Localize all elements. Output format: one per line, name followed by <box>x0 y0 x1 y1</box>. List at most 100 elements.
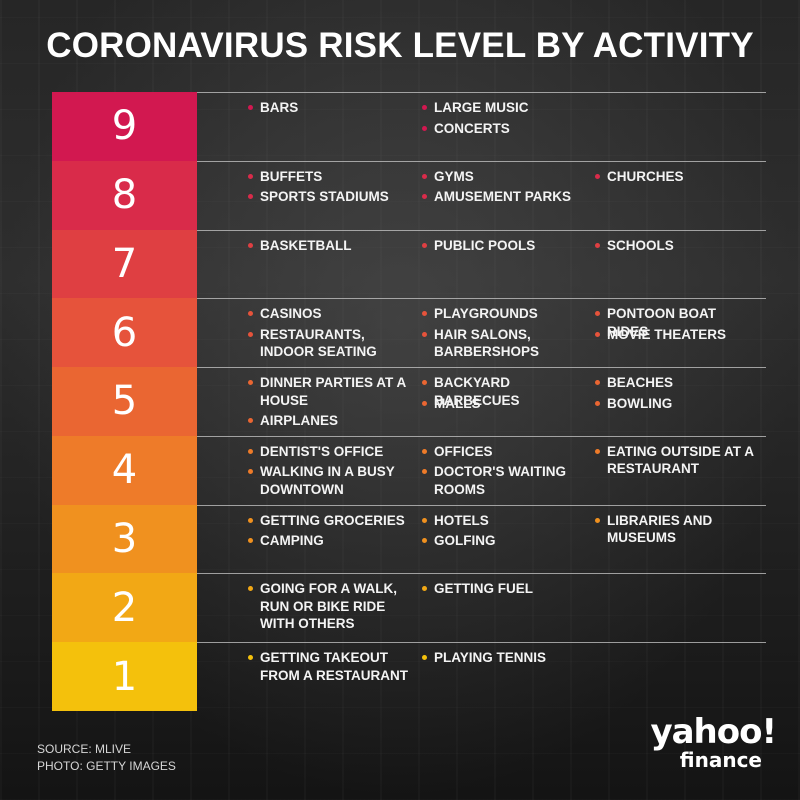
activity-item: GETTING TAKEOUT FROM A RESTAURANT <box>248 649 408 684</box>
activity-label: GETTING FUEL <box>434 581 533 597</box>
chart-title: CORONAVIRUS RISK LEVEL BY ACTIVITY <box>46 26 754 65</box>
bullet-dot-icon <box>248 538 253 544</box>
activity-label: BUFFETS <box>260 168 323 184</box>
source-line: SOURCE: MLIVE <box>37 742 132 756</box>
bullet-dot-icon <box>595 400 600 406</box>
activity-label: CONCERTS <box>434 120 510 136</box>
bullet-dot-icon <box>248 105 253 110</box>
risk-level-2: 2 <box>52 573 197 643</box>
activity-label: PONTOON BOAT RIDES <box>607 306 717 339</box>
activity-item: LIBRARIES AND MUSEUMS <box>595 512 755 547</box>
bullet-dot-icon <box>248 448 253 454</box>
activity-row-level-6: CASINOS RESTAURANTS, INDOOR SEATING PLAYGR… <box>197 298 766 367</box>
activity-row-level-3: GETTING GROCERIES CAMPING HOTELS GOLFING LIB… <box>197 504 766 574</box>
bullet-dot-icon <box>422 194 427 200</box>
activity-label: MALLS <box>434 395 481 411</box>
activity-label: SCHOOLS <box>607 237 674 253</box>
photo-credit-line: PHOTO: GETTY IMAGES <box>37 759 176 773</box>
bullet-dot-icon <box>595 448 600 454</box>
bullet-dot-icon <box>595 242 600 248</box>
bullet-dot-icon <box>422 538 427 544</box>
risk-level-5: 5 <box>52 367 197 436</box>
risk-level-6: 6 <box>52 298 197 368</box>
activity-item: DENTIST'S OFFICE <box>248 443 408 461</box>
activity-item: WALKING IN A BUSY DOWNTOWN <box>248 463 408 498</box>
risk-level-7: 7 <box>52 229 197 299</box>
activity-item: CONCERTS <box>422 120 582 138</box>
activity-row-level-7: BASKETBALL PUBLIC POOLS SCHOOLS <box>197 229 766 299</box>
activity-item: MALLS <box>422 395 582 413</box>
activity-label: RESTAURANTS, INDOOR SEATING <box>260 326 377 360</box>
logo-yahoo-text: yahoo! <box>650 712 777 752</box>
bullet-dot-icon <box>422 311 427 317</box>
activity-label: PLAYING TENNIS <box>434 650 547 666</box>
activity-label: AMUSEMENT PARKS <box>434 189 572 205</box>
risk-level-1: 1 <box>52 642 197 711</box>
bullet-dot-icon <box>422 331 427 337</box>
activity-row-level-9: BARS LARGE MUSIC CONCERTS <box>197 92 766 161</box>
activity-label: GETTING GROCERIES <box>260 512 405 528</box>
activity-row-level-5: DINNER PARTIES AT A HOUSE AIRPLANES BACKYA… <box>197 367 766 436</box>
activity-item: PUBLIC POOLS <box>422 237 582 255</box>
activity-label: BARS <box>260 100 299 115</box>
activity-item: GETTING FUEL <box>422 580 582 598</box>
activity-label: BEACHES <box>607 375 674 391</box>
activity-item: BOWLING <box>595 395 755 413</box>
bullet-dot-icon <box>248 194 253 200</box>
activity-item: CAMPING <box>248 532 408 550</box>
bullet-dot-icon <box>422 400 427 406</box>
activity-label: GOLFING <box>434 533 496 549</box>
bullet-dot-icon <box>422 655 427 661</box>
activity-item: CASINOS <box>248 305 408 323</box>
bullet-dot-icon <box>422 105 427 110</box>
activity-item: GYMS <box>422 168 582 186</box>
logo-finance-text: finance <box>679 748 762 772</box>
bullet-dot-icon <box>595 517 600 523</box>
activity-item: GETTING GROCERIES <box>248 512 408 530</box>
activity-item: BARS <box>248 99 408 117</box>
activity-item: RESTAURANTS, INDOOR SEATING <box>248 326 408 361</box>
bullet-dot-icon <box>248 655 253 661</box>
activity-item: BASKETBALL <box>248 237 408 255</box>
bullet-dot-icon <box>248 242 253 248</box>
activity-label: SPORTS STADIUMS <box>260 189 389 205</box>
activity-item: AIRPLANES <box>248 412 408 430</box>
bullet-dot-icon <box>248 586 253 592</box>
activity-item: OFFICES <box>422 443 582 461</box>
bullet-dot-icon <box>595 173 600 179</box>
activity-item: PONTOON BOAT RIDES <box>595 305 755 340</box>
activity-item: EATING OUTSIDE AT A RESTAURANT <box>595 443 755 478</box>
activity-label: GYMS <box>434 168 474 184</box>
risk-level-4: 4 <box>52 435 197 505</box>
activity-label: PLAYGROUNDS <box>434 306 538 322</box>
activity-label: BOWLING <box>607 395 673 411</box>
activity-item: HAIR SALONS, BARBERSHOPS <box>422 326 582 361</box>
activity-item: SCHOOLS <box>595 237 755 255</box>
activity-item: PLAYGROUNDS <box>422 305 582 323</box>
activity-label: DENTIST'S OFFICE <box>260 443 384 459</box>
bullet-dot-icon <box>248 418 253 424</box>
activity-item: MOVIE THEATERS <box>595 326 755 344</box>
activity-label: LARGE MUSIC <box>434 100 529 115</box>
activity-item: BUFFETS <box>248 168 408 186</box>
activity-item: LARGE MUSIC <box>422 99 582 117</box>
activity-label: CAMPING <box>260 533 324 549</box>
activity-label: OFFICES <box>434 443 493 459</box>
bullet-dot-icon <box>422 125 427 131</box>
bullet-dot-icon <box>248 380 253 386</box>
activity-label: EATING OUTSIDE AT A RESTAURANT <box>607 443 754 477</box>
bullet-dot-icon <box>248 517 253 523</box>
activity-label: WALKING IN A BUSY DOWNTOWN <box>260 464 395 497</box>
activity-label: HAIR SALONS, BARBERSHOPS <box>434 326 540 360</box>
activity-grid: BARS LARGE MUSIC CONCERTS BUFFETS SPORTS STA… <box>197 92 766 683</box>
activity-item: BEACHES <box>595 374 755 392</box>
activity-label: GOING FOR A WALK, RUN OR BIKE RIDE WITH … <box>260 581 397 632</box>
bullet-dot-icon <box>422 242 427 248</box>
activity-label: LIBRARIES AND MUSEUMS <box>607 512 713 546</box>
yahoo-finance-logo: yahoo! finance <box>626 712 777 775</box>
activity-item: AMUSEMENT PARKS <box>422 188 582 206</box>
activity-label: DINNER PARTIES AT A HOUSE <box>260 375 406 408</box>
activity-row-level-1: GETTING TAKEOUT FROM A RESTAURANT PLAYING… <box>197 642 766 711</box>
activity-label: CHURCHES <box>607 168 684 184</box>
